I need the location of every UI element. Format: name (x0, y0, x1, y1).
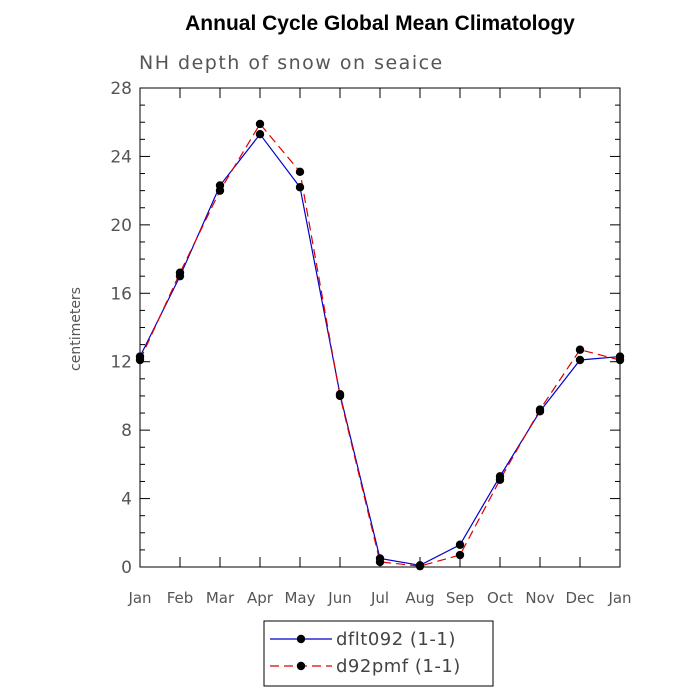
legend-box (263, 620, 494, 687)
series-2-point (575, 345, 585, 354)
x-tick-labels: Jan Feb Mar Apr May Jun Jul Aug Sep Oct Nov Dec Jan (127, 589, 631, 607)
series-2-point (295, 167, 305, 177)
legend-marker-2 (296, 661, 306, 671)
y-tick-label: 20 (110, 216, 132, 236)
x-tick-label: Jul (370, 589, 389, 607)
y-tick-label: 4 (121, 490, 132, 510)
x-tick-label: Apr (247, 589, 274, 607)
x-tick-label: Jun (327, 589, 351, 607)
legend: dflt092 (1-1) d92pmf (1-1) (263, 620, 494, 687)
series-2-point (375, 557, 385, 567)
series-points (135, 119, 625, 571)
y-tick-label: 12 (110, 353, 132, 373)
y-tick-label: 28 (110, 79, 132, 99)
series-line-2 (139, 122, 621, 567)
series-2-point (135, 355, 145, 365)
x-tick-label: Oct (487, 589, 513, 607)
series-2-point (615, 355, 625, 365)
y-tick-label: 16 (110, 284, 132, 304)
x-tick-label: Dec (565, 589, 594, 607)
legend-label-2: d92pmf (1-1) (336, 656, 461, 677)
series-2-point (415, 561, 425, 571)
series-2-point (535, 405, 545, 414)
y-tick-label: 8 (121, 421, 132, 441)
y-tick-label: 24 (110, 147, 132, 167)
series-line-1 (139, 133, 621, 566)
x-tick-label: Jan (127, 589, 151, 607)
series-2-point (455, 550, 465, 560)
x-tick-label: Feb (167, 589, 194, 607)
y-tick-labels: 0 4 8 12 16 20 24 28 (110, 79, 132, 578)
x-tick-label: May (284, 589, 315, 607)
series-1-point (575, 355, 585, 365)
y-tick-label: 0 (121, 558, 132, 578)
legend-label-1: dflt092 (1-1) (336, 629, 456, 650)
x-tick-label: Jan (607, 589, 631, 607)
series-2-point (495, 475, 505, 484)
x-tick-label: Mar (206, 589, 235, 607)
series-1-point (455, 540, 465, 549)
legend-marker-1 (296, 634, 306, 644)
series-lines (139, 122, 621, 567)
series-2-point (215, 186, 225, 195)
x-tick-label: Nov (525, 589, 554, 607)
axis-ticks (139, 87, 621, 568)
chart-title: Annual Cycle Global Mean Climatology (185, 12, 575, 35)
y-axis-label: centimeters (68, 287, 84, 371)
plot-frame (139, 87, 621, 568)
x-tick-label: Aug (405, 589, 434, 607)
chart-subtitle: NH depth of snow on seaice (139, 52, 444, 74)
series-2-point (335, 391, 345, 401)
series-1-point (295, 183, 305, 192)
series-1-point (255, 129, 265, 139)
series-2-point (175, 268, 185, 277)
x-tick-label: Sep (446, 589, 474, 607)
series-2-point (255, 119, 265, 129)
